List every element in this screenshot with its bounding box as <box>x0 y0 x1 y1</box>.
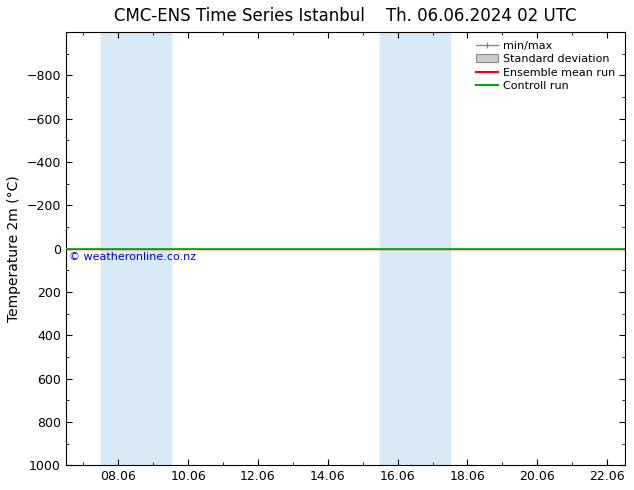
Y-axis label: Temperature 2m (°C): Temperature 2m (°C) <box>7 175 21 322</box>
Bar <box>101 32 136 465</box>
Text: © weatheronline.co.nz: © weatheronline.co.nz <box>69 252 197 262</box>
Bar <box>380 32 415 465</box>
Bar <box>415 32 450 465</box>
Legend: min/max, Standard deviation, Ensemble mean run, Controll run: min/max, Standard deviation, Ensemble me… <box>472 38 619 94</box>
Title: CMC-ENS Time Series Istanbul    Th. 06.06.2024 02 UTC: CMC-ENS Time Series Istanbul Th. 06.06.2… <box>114 7 576 25</box>
Bar <box>136 32 171 465</box>
